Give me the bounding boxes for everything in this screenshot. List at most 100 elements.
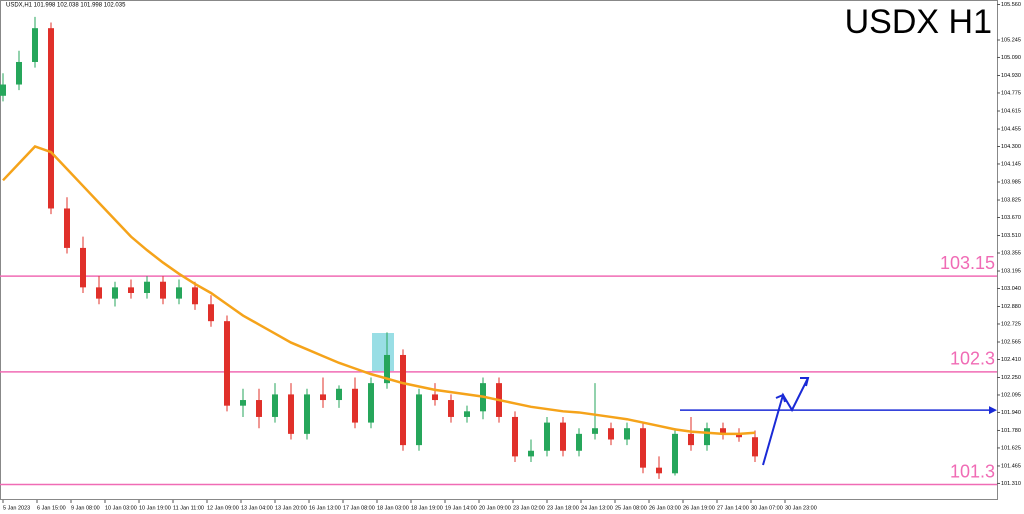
candle-body (704, 428, 710, 446)
y-tick-label: 105.090 (1001, 55, 1021, 61)
y-tick-label: 103.510 (1001, 233, 1021, 239)
x-tick-label: 19 Jan 14:00 (445, 505, 477, 511)
y-tick-label: 104.455 (1001, 126, 1021, 132)
candle-body (320, 394, 326, 401)
candle-body (256, 400, 262, 417)
candle-body (176, 287, 182, 299)
arrow-head (800, 377, 810, 387)
moving-average (2, 145, 756, 436)
candle-body (672, 433, 678, 474)
candle-body (144, 281, 150, 293)
resistance-arrow (989, 406, 997, 415)
level-label: 102.3 (950, 349, 995, 369)
x-tick-label: 13 Jan 04:00 (241, 505, 273, 511)
candle-body (16, 61, 22, 85)
candle-body (0, 84, 6, 96)
candle-body (128, 287, 134, 293)
level-label: 101.3 (950, 461, 995, 481)
candle-body (608, 428, 614, 440)
y-tick-label: 103.985 (1001, 179, 1021, 185)
candle-body (240, 400, 246, 406)
candle-body (624, 428, 630, 440)
y-tick-label: 101.465 (1001, 463, 1021, 469)
plot-frame (0, 0, 998, 500)
y-tick-label: 102.880 (1001, 304, 1021, 310)
y-tick-label: 102.250 (1001, 375, 1021, 381)
y-tick-label: 104.775 (1001, 90, 1021, 96)
candle-body (352, 388, 358, 423)
highlight-box (372, 333, 394, 371)
y-tick-label: 102.095 (1001, 392, 1021, 398)
y-tick-label: 101.310 (1001, 481, 1021, 487)
x-tick-label: 10 Jan 19:00 (139, 505, 171, 511)
x-tick-label: 5 Jan 2023 (3, 505, 30, 511)
y-tick-label: 102.565 (1001, 339, 1021, 345)
candle-body (416, 394, 422, 446)
y-tick-label: 102.725 (1001, 321, 1021, 327)
candle-body (432, 394, 438, 401)
x-tick-label: 30 Jan 23:00 (785, 505, 817, 511)
y-tick-label: 104.300 (1001, 144, 1021, 150)
candle-body (640, 428, 646, 468)
y-tick-label: 105.560 (1001, 2, 1021, 8)
x-tick-label: 25 Jan 08:00 (615, 505, 647, 511)
y-tick-label: 104.145 (1001, 161, 1021, 167)
x-tick-label: 30 Jan 07:00 (751, 505, 783, 511)
x-tick-label: 13 Jan 20:00 (275, 505, 307, 511)
x-tick-label: 26 Jan 03:00 (649, 505, 681, 511)
candle-body (656, 467, 662, 474)
x-tick-label: 6 Jan 15:00 (37, 505, 66, 511)
candle-body (96, 287, 102, 299)
x-tick-label: 23 Jan 18:00 (547, 505, 579, 511)
candle-body (400, 354, 406, 446)
candle-body (752, 437, 758, 457)
x-tick-label: 9 Jan 08:00 (71, 505, 100, 511)
x-tick-label: 23 Jan 02:00 (513, 505, 545, 511)
forecast-arrows (762, 377, 810, 466)
candle-body (160, 281, 166, 299)
y-tick-label: 101.940 (1001, 410, 1021, 416)
candle-body (64, 208, 70, 248)
x-tick-label: 12 Jan 09:00 (207, 505, 239, 511)
header-info: USDX,H1 101.998 102.038 101.998 102.035 (6, 3, 126, 9)
x-tick-label: 11 Jan 11:00 (173, 505, 204, 511)
candle-body (336, 388, 342, 401)
x-tick-label: 20 Jan 09:00 (479, 505, 511, 511)
candle-body (112, 287, 118, 299)
candle-body (448, 400, 454, 417)
candle-body (720, 428, 726, 434)
x-tick-label: 16 Jan 13:00 (309, 505, 341, 511)
candle-body (48, 28, 54, 209)
candle-body (576, 433, 582, 451)
candle-body (384, 354, 390, 384)
x-tick-label: 18 Jan 19:00 (411, 505, 443, 511)
y-tick-label: 102.410 (1001, 357, 1021, 363)
candle-body (512, 416, 518, 457)
candle-body (224, 321, 230, 406)
candle-body (592, 428, 598, 434)
y-tick-label: 104.615 (1001, 108, 1021, 114)
x-tick-label: 18 Jan 03:00 (377, 505, 409, 511)
forecast-path (762, 377, 809, 466)
candle-body (464, 411, 470, 417)
candle-body (272, 394, 278, 417)
candle-body (304, 394, 310, 434)
candle-body (528, 450, 534, 457)
y-tick-label: 103.195 (1001, 268, 1021, 274)
y-tick-label: 103.040 (1001, 286, 1021, 292)
y-tick-label: 104.930 (1001, 73, 1021, 79)
x-tick-label: 27 Jan 14:00 (717, 505, 749, 511)
candle-body (368, 383, 374, 423)
x-tick-label: 24 Jan 13:00 (581, 505, 613, 511)
chart-title: USDX H1 (845, 3, 992, 41)
y-tick-label: 103.355 (1001, 250, 1021, 256)
y-tick-label: 103.670 (1001, 215, 1021, 221)
candle-body (560, 422, 566, 451)
x-tick-label: 10 Jan 03:00 (105, 505, 137, 511)
level-label: 103.15 (940, 253, 995, 273)
candle-body (736, 433, 742, 438)
candle-body (192, 287, 198, 305)
candle-body (288, 394, 294, 434)
